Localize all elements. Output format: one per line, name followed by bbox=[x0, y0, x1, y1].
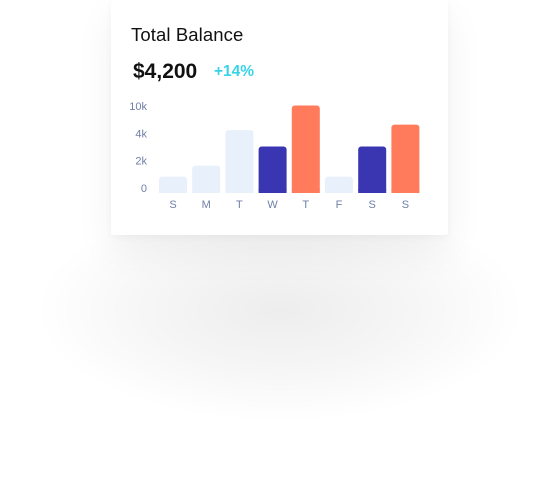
bar-3[interactable] bbox=[258, 146, 287, 193]
bar-base-0 bbox=[159, 189, 187, 193]
y-axis: 0 2k 4k 10k bbox=[129, 101, 147, 195]
y-tick-label: 2k bbox=[135, 156, 147, 168]
card-title: Total Balance bbox=[131, 24, 244, 45]
bar-1[interactable] bbox=[192, 165, 221, 193]
balance-bar-chart: 0 2k 4k 10k S M T W T F S S bbox=[129, 101, 420, 211]
x-tick-label: W bbox=[267, 199, 278, 211]
x-tick-label: F bbox=[336, 199, 343, 211]
bar-6[interactable] bbox=[358, 146, 387, 193]
x-tick-label: S bbox=[369, 199, 376, 211]
x-tick-label: S bbox=[402, 199, 409, 211]
bar-2[interactable] bbox=[225, 130, 254, 193]
bars bbox=[159, 105, 420, 193]
bar-base-4 bbox=[291, 189, 320, 193]
bar-base-7 bbox=[391, 189, 420, 193]
bar-base-5 bbox=[325, 189, 353, 193]
bar-base-3 bbox=[258, 189, 287, 193]
bar-base-2 bbox=[225, 189, 254, 193]
bar-5[interactable] bbox=[325, 176, 353, 193]
x-tick-label: T bbox=[302, 199, 309, 211]
bar-4[interactable] bbox=[291, 105, 320, 193]
y-tick-label: 4k bbox=[135, 128, 147, 140]
bar-base-6 bbox=[358, 189, 387, 193]
x-tick-label: S bbox=[169, 199, 176, 211]
balance-change: +14% bbox=[214, 63, 255, 80]
x-tick-label: M bbox=[202, 199, 211, 211]
x-tick-label: T bbox=[236, 199, 243, 211]
bar-0[interactable] bbox=[159, 176, 187, 193]
balance-card: Total Balance $4,200 +14% 0 2k 4k 10k S M T W T… bbox=[111, 0, 448, 235]
balance-amount: $4,200 bbox=[133, 60, 198, 83]
bar-base-1 bbox=[192, 189, 221, 193]
y-tick-label: 0 bbox=[141, 183, 147, 195]
bar-7[interactable] bbox=[391, 124, 420, 193]
y-tick-label: 10k bbox=[129, 101, 147, 113]
